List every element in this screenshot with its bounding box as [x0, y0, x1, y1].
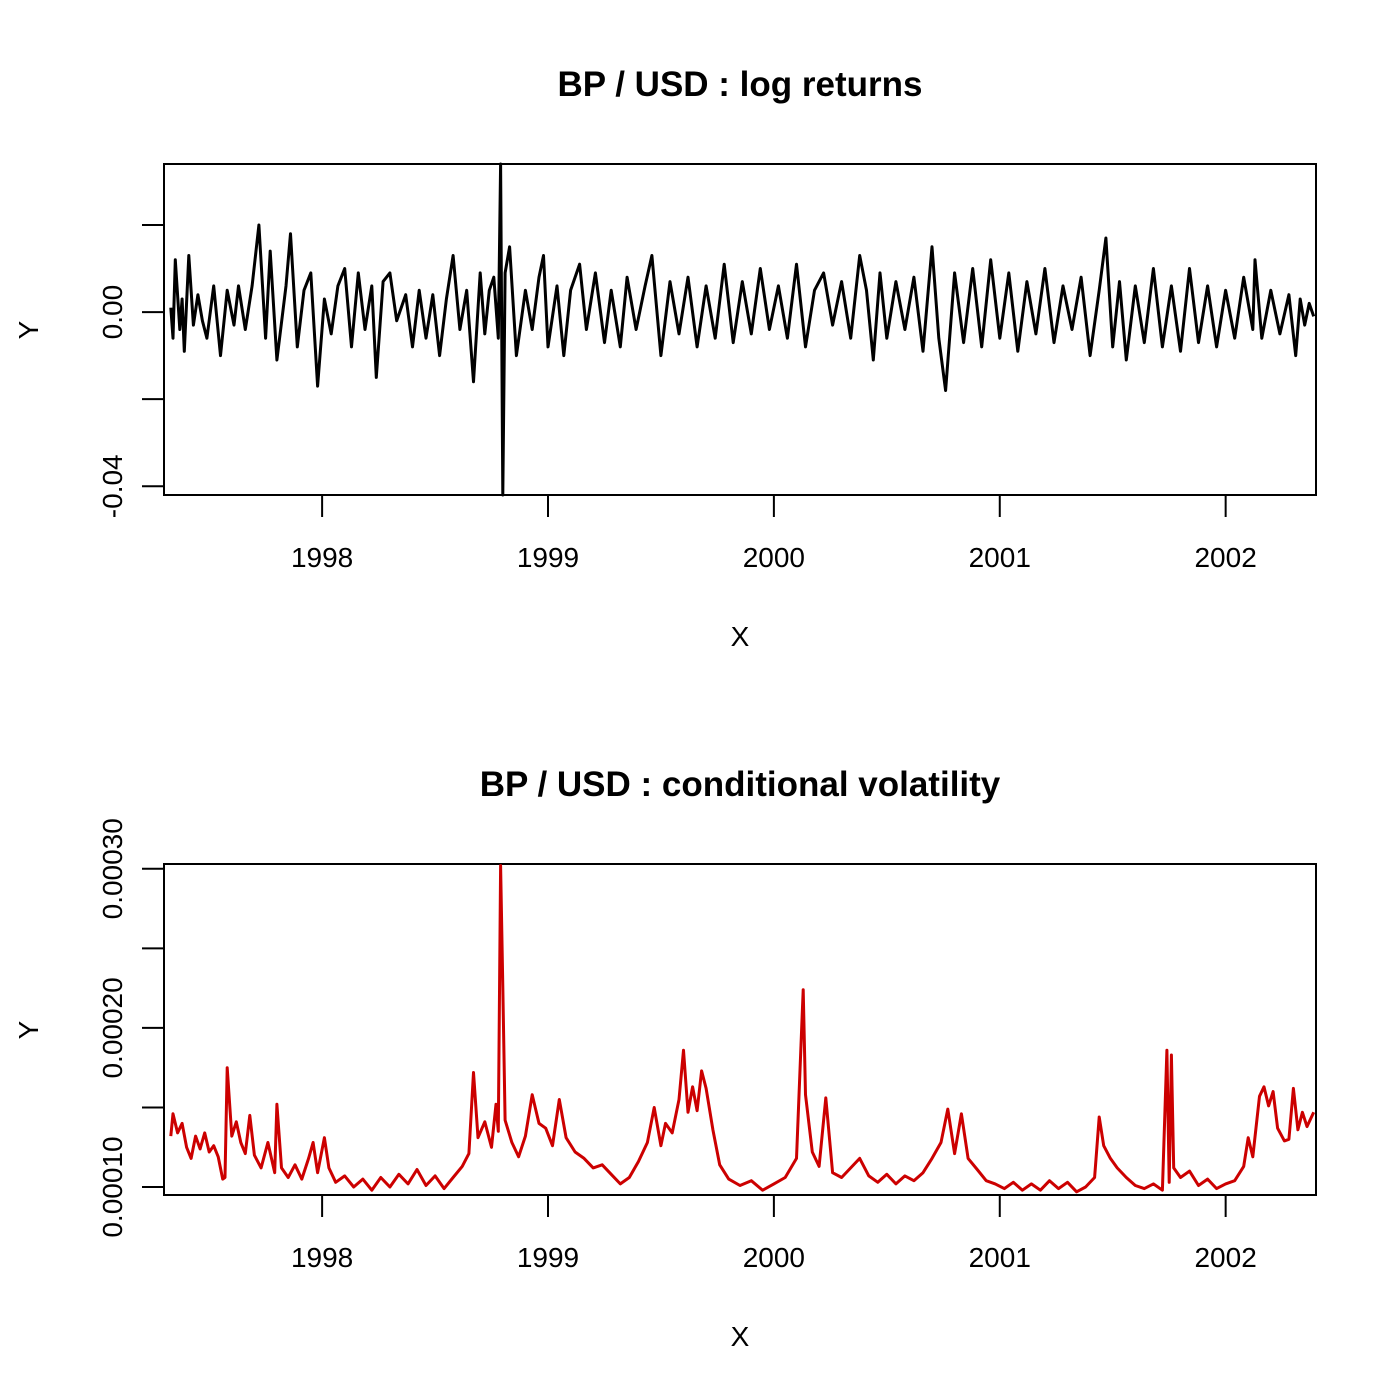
volatility-x-tick-label: 1998 [291, 1242, 353, 1273]
volatility-y-tick-label: 0.00010 [97, 1136, 128, 1237]
returns-x-tick-label: 1999 [517, 542, 579, 573]
volatility-x-axis: 1998 1999 2000 2001 2002 [291, 1195, 1257, 1273]
returns-y-axis-label: Y [13, 320, 44, 339]
volatility-y-axis: 0.00010 0.00020 0.00030 [97, 818, 164, 1238]
volatility-chart: BP / USD : conditional volatility 1998 19… [13, 765, 1317, 1352]
returns-x-axis: 1998 1999 2000 2001 2002 [291, 495, 1257, 573]
volatility-x-tick-label: 2001 [969, 1242, 1031, 1273]
volatility-plot-frame [163, 863, 1317, 1196]
volatility-x-tick-label: 2000 [743, 1242, 805, 1273]
returns-x-tick-label: 2001 [969, 542, 1031, 573]
volatility-x-axis-label: X [731, 1321, 750, 1352]
returns-x-tick-label: 1998 [291, 542, 353, 573]
returns-y-tick-label: 0.00 [97, 285, 128, 340]
volatility-y-axis-label: Y [13, 1020, 44, 1039]
returns-x-axis-label: X [731, 621, 750, 652]
returns-x-tick-label: 2002 [1194, 542, 1256, 573]
returns-series-line [169, 162, 1316, 497]
volatility-x-tick-label: 1999 [517, 1242, 579, 1273]
volatility-y-tick-label: 0.00030 [97, 818, 128, 919]
returns-chart-title: BP / USD : log returns [558, 65, 923, 104]
returns-chart: BP / USD : log returns 1998 1999 2000 2001 2… [13, 65, 1317, 652]
returns-y-tick-label: -0.04 [97, 454, 128, 518]
returns-x-tick-label: 2000 [743, 542, 805, 573]
volatility-x-tick-label: 2002 [1194, 1242, 1256, 1273]
volatility-chart-title: BP / USD : conditional volatility [480, 765, 1001, 804]
volatility-series-line [169, 864, 1316, 1194]
volatility-y-tick-label: 0.00020 [97, 977, 128, 1078]
returns-plot-frame [163, 163, 1317, 496]
returns-y-axis: -0.04 0.00 [97, 223, 164, 518]
